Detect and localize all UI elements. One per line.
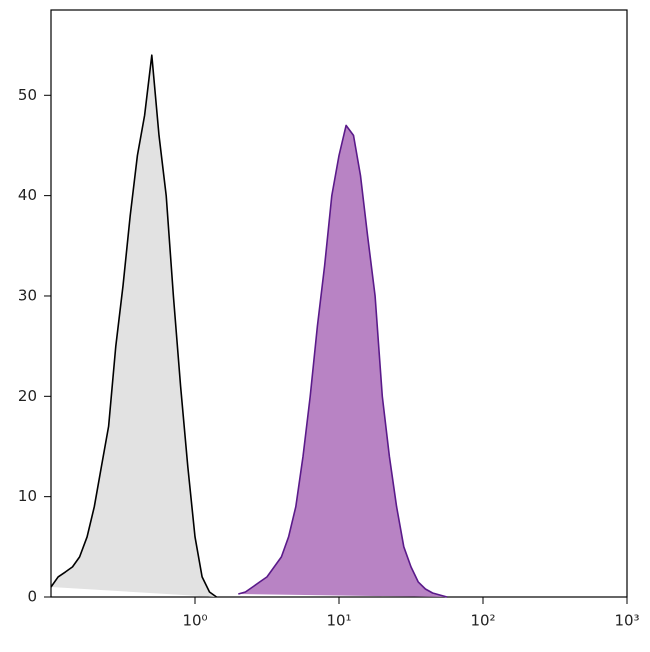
y-tick-label: 10: [18, 487, 37, 505]
y-tick-label: 20: [18, 387, 37, 405]
x-tick-label: 10²: [470, 612, 495, 630]
y-tick-label: 30: [18, 286, 37, 304]
plot-area: [50, 54, 448, 598]
y-tick-label: 50: [18, 86, 37, 104]
histogram-area: [50, 54, 217, 598]
x-tick-label: 10¹: [326, 612, 351, 630]
y-tick-label: 0: [27, 588, 37, 606]
y-tick-label: 40: [18, 186, 37, 204]
x-tick-label: 10⁰: [182, 612, 207, 630]
histogram-area: [238, 124, 448, 598]
x-tick-label: 10³: [614, 612, 639, 630]
